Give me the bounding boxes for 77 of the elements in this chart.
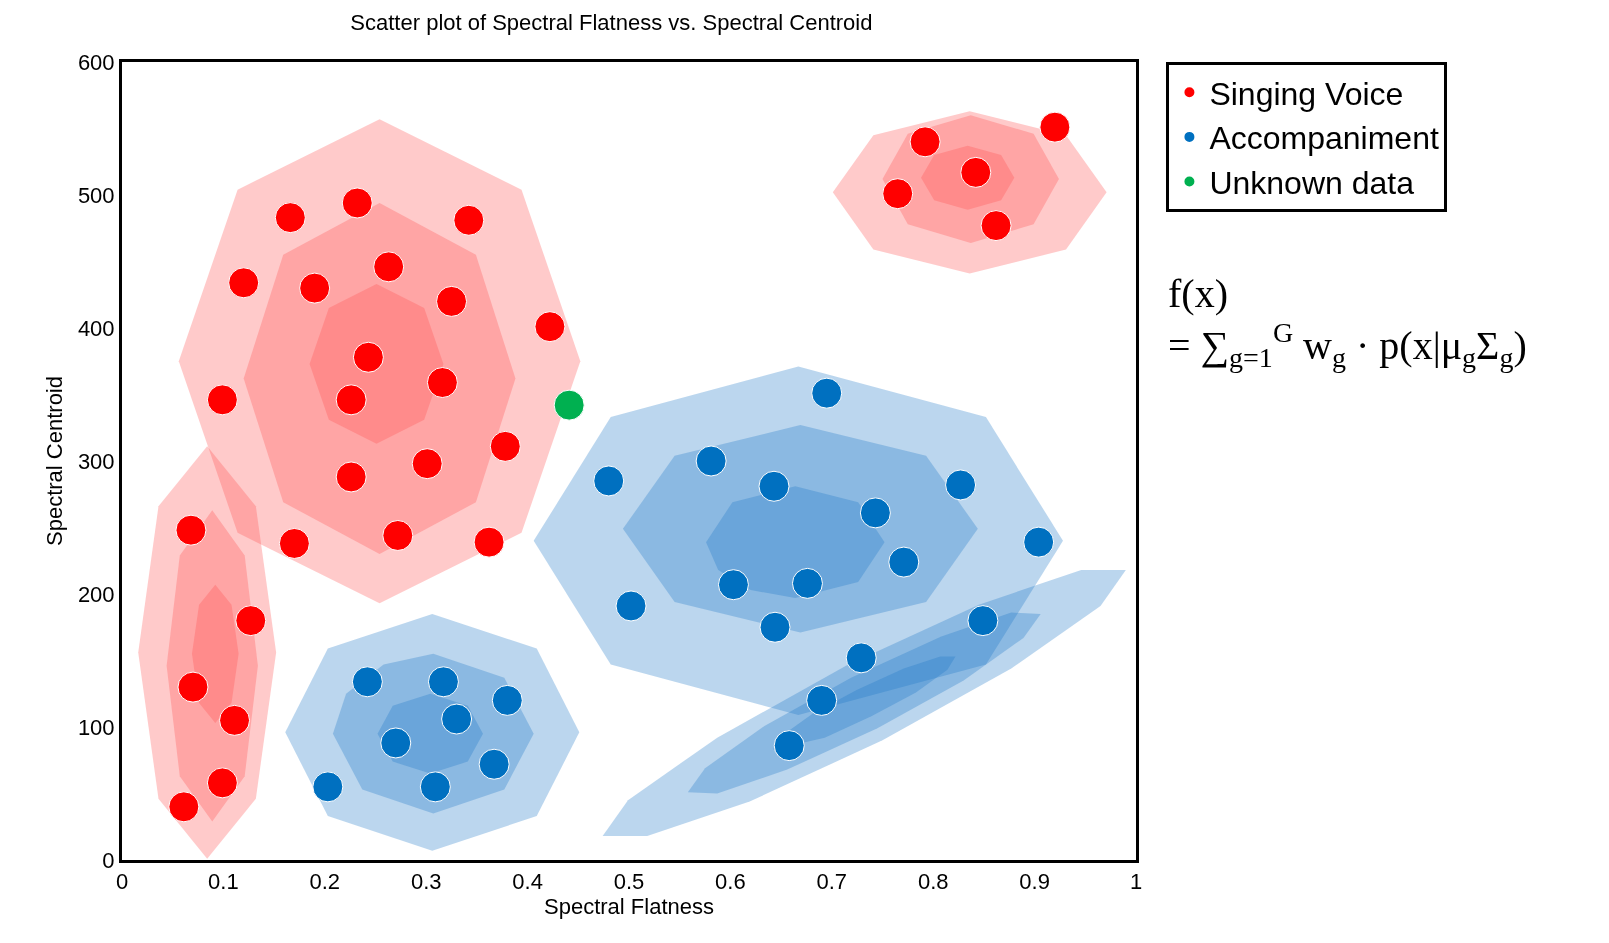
point: [441, 703, 473, 735]
point: [335, 384, 367, 416]
x-tick-label: 0.4: [512, 869, 543, 895]
point: [888, 546, 920, 578]
point: [695, 445, 727, 477]
point: [411, 448, 443, 480]
x-tick-label: 0.2: [309, 869, 341, 895]
point: [274, 202, 306, 234]
point: [491, 684, 523, 716]
point: [453, 204, 485, 236]
point: [206, 767, 238, 799]
point: [473, 526, 505, 558]
point: [845, 642, 877, 674]
x-tick-label: 0.5: [613, 869, 645, 895]
point: [909, 126, 941, 158]
y-tick-label: 0: [102, 847, 115, 873]
point: [859, 497, 891, 529]
point: [373, 251, 405, 283]
point: [278, 527, 310, 559]
x-tick-label: 0.6: [715, 869, 746, 895]
point: [980, 210, 1012, 242]
point: [758, 470, 790, 502]
point: [534, 311, 566, 343]
point: [177, 671, 209, 703]
point: [1023, 526, 1055, 558]
point: [426, 367, 458, 399]
legend-label: Unknown data: [1209, 164, 1415, 201]
y-tick-label: 400: [77, 315, 115, 341]
point: [811, 377, 843, 409]
point: [206, 384, 238, 416]
point: [478, 748, 510, 780]
x-tick-label: 0.9: [1019, 869, 1050, 895]
point: [717, 569, 749, 601]
point: [773, 730, 805, 762]
point: [759, 611, 791, 643]
text: f(x) = ∑$_{g=1}$$^{G}$ w$_{g}$ · p(x|μ$_{g}$Σ$_{g}$): [1168, 271, 1527, 374]
chart-title: Scatter plot of Spectral Flatness vs. Spectral Centroid: [350, 9, 873, 35]
point: [228, 267, 260, 299]
x-tick-label: 0.3: [410, 869, 442, 895]
y-tick-label: 100: [77, 714, 115, 740]
point: [436, 285, 468, 317]
x-tick-label: 1: [1129, 869, 1143, 895]
legend-label: Singing Voice: [1209, 75, 1404, 112]
point: [1039, 111, 1071, 143]
y-tick-label: 500: [77, 182, 115, 208]
point: [419, 771, 451, 803]
x-tick-label: 0.1: [208, 869, 239, 895]
y-tick-label: 300: [77, 448, 115, 474]
point: [168, 791, 200, 823]
point: [967, 605, 999, 637]
point: [380, 727, 412, 759]
point: [299, 272, 331, 304]
point: [341, 187, 373, 219]
point: [219, 704, 251, 736]
y-tick-label: 200: [77, 581, 115, 607]
point: [593, 465, 625, 497]
point: [945, 469, 977, 501]
point: [351, 666, 383, 698]
point: [615, 590, 647, 622]
point: [553, 389, 585, 421]
y-tick-label: 600: [77, 49, 115, 75]
point: [175, 514, 207, 546]
x-axis-title: Spectral Flatness: [544, 894, 714, 920]
point: [489, 430, 521, 462]
point: [427, 666, 459, 698]
point: [882, 178, 914, 210]
point: [791, 567, 823, 599]
x-tick-label: 0.7: [816, 869, 848, 895]
point: [312, 771, 344, 803]
point: [235, 605, 267, 637]
y-axis-title: Spectral Centroid: [41, 376, 67, 546]
point: [352, 341, 384, 373]
point: [806, 684, 838, 716]
legend-label: Accompaniment: [1209, 120, 1439, 157]
point: [335, 461, 367, 493]
x-tick-label: 0.8: [917, 869, 949, 895]
point: [382, 519, 414, 551]
